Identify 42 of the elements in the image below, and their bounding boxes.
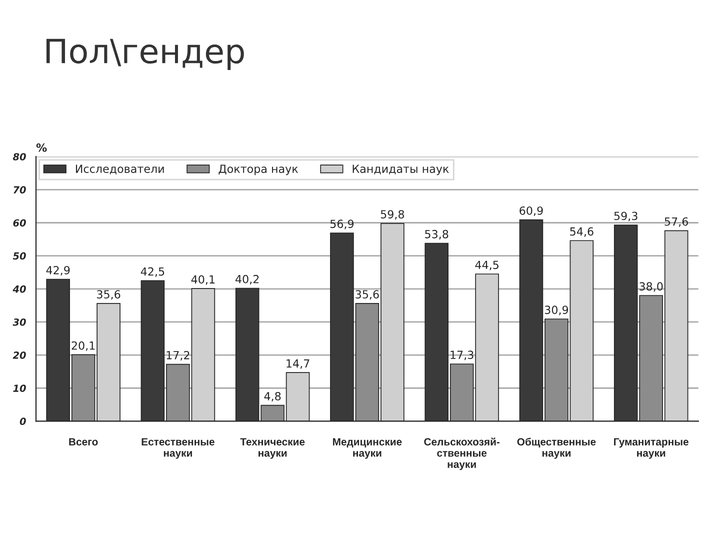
data-label: 42,5 <box>140 267 164 277</box>
y-tick-label: 30 <box>12 318 26 326</box>
data-label: 53,8 <box>425 230 448 240</box>
data-label: 40,1 <box>191 275 215 285</box>
y-tick-label: 0 <box>20 418 26 426</box>
legend-label: Исследователи <box>76 164 164 174</box>
data-label: 30,9 <box>544 306 568 316</box>
x-tick-label: Сельскохозяй- ственные науки <box>424 438 500 470</box>
data-label: 54,6 <box>570 227 594 237</box>
legend-label: Кандидаты наук <box>352 164 449 176</box>
data-label: 35,6 <box>356 290 379 300</box>
y-tick-label: 20 <box>12 352 26 359</box>
data-label: 59,8 <box>380 210 404 220</box>
data-label: 35,6 <box>97 290 120 300</box>
data-label: 14,7 <box>286 359 310 369</box>
x-tick-label: Технические науки <box>240 438 305 459</box>
y-tick-label: 10 <box>13 384 26 392</box>
y-tick-label: 40 <box>12 285 26 293</box>
y-tick-label: 70 <box>14 186 26 194</box>
data-label: 60,9 <box>520 206 543 216</box>
chart-title: Пол\гендер <box>46 38 244 70</box>
x-tick-label: Медицинские науки <box>333 438 402 459</box>
data-label: 56,9 <box>330 220 354 230</box>
x-tick-label: Гуманитарные науки <box>614 438 688 459</box>
data-label: 44,5 <box>475 260 498 270</box>
data-label: 40,2 <box>236 274 259 284</box>
data-label: 42,9 <box>46 266 70 276</box>
x-tick-label: Общественные науки <box>517 438 596 459</box>
data-label: 57,6 <box>664 217 688 227</box>
y-tick-label: 50 <box>12 252 26 260</box>
x-tick-label: Всего <box>69 438 98 446</box>
y-tick-label: 80 <box>12 153 26 160</box>
x-tick-label: Естественные науки <box>142 438 214 459</box>
legend-label: Доктора наук <box>218 164 298 176</box>
data-label: 4,8 <box>264 392 281 402</box>
data-label: 38,0 <box>640 282 663 292</box>
data-label: 20,1 <box>72 341 95 351</box>
data-label: 17,3 <box>450 350 474 360</box>
y-axis-title: % <box>36 143 47 152</box>
data-label: 17,2 <box>166 350 190 361</box>
data-label: 59,3 <box>614 212 638 222</box>
y-tick-label: 60 <box>13 219 26 227</box>
